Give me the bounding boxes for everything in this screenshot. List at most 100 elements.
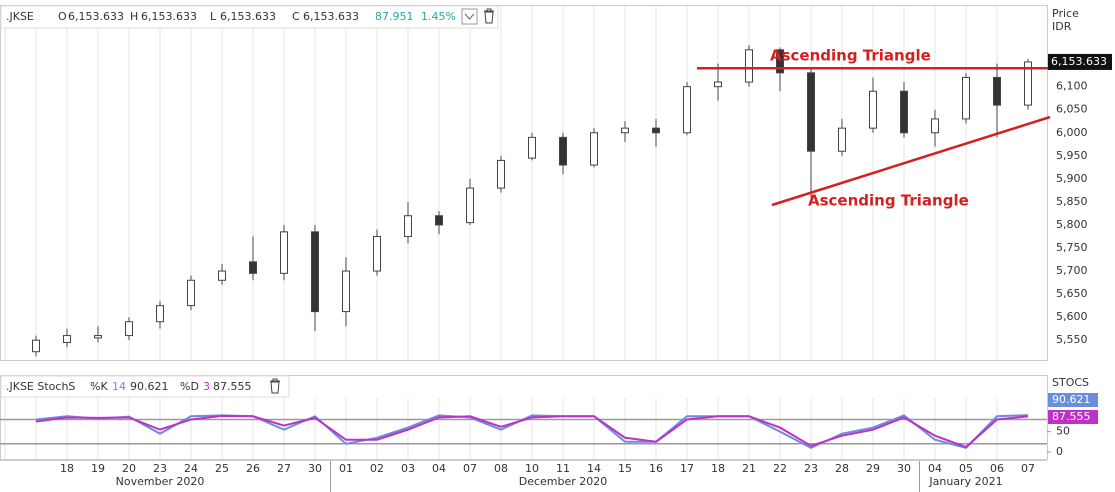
value-badge: [1048, 393, 1098, 407]
d-label: %D: [180, 380, 199, 393]
d-period: 3: [203, 380, 210, 393]
candle-body: [807, 72, 815, 152]
x-tick-label: 21: [742, 462, 756, 475]
trash-icon[interactable]: [484, 8, 494, 24]
candle-body: [838, 127, 846, 152]
x-tick-label: 05: [959, 462, 973, 475]
symbol: .JKSE: [6, 10, 34, 23]
candle-body: [1024, 61, 1032, 106]
candle-body: [900, 90, 908, 134]
x-tick-label: 25: [215, 462, 229, 475]
y-tick-label: 5,950: [1056, 149, 1088, 162]
candle-body: [63, 335, 71, 343]
x-tick-label: 30: [308, 462, 322, 475]
k-label: %K: [90, 380, 108, 393]
candle-body: [435, 215, 443, 226]
axis-label: STOCS: [1052, 376, 1089, 389]
labels: 5,550 5,600 5,650 5,700 5,750 5,800 5,850 5,900…: [60, 53, 1112, 492]
candle-body: [249, 261, 257, 274]
trash-icon[interactable]: [270, 378, 280, 394]
x-tick-label: 26: [246, 462, 260, 475]
support-line: [771, 115, 1051, 207]
price-badge: [1048, 53, 1112, 70]
month-label: January 2021: [928, 475, 1002, 488]
x-tick-label: 17: [680, 462, 694, 475]
x-tick-label: 06: [990, 462, 1004, 475]
k-period: 14: [112, 380, 126, 393]
candle-body: [776, 49, 784, 74]
annotation: Ascending Triangle: [770, 47, 931, 65]
change-pct: 1.45%: [421, 10, 456, 23]
month-label: December 2020: [519, 475, 608, 488]
candle-body: [218, 270, 226, 281]
candle-body: [528, 136, 536, 159]
candle-body: [652, 127, 660, 134]
candle-body: [962, 76, 970, 120]
x-tick-label: 04: [928, 462, 942, 475]
candle-body: [280, 231, 288, 274]
candle-body: [931, 118, 939, 134]
y-tick-label: 0: [1056, 445, 1063, 458]
x-tick-label: 18: [711, 462, 725, 475]
y-tick-label: 5,650: [1056, 287, 1088, 300]
stoch-header-box: [0, 375, 290, 398]
axis-label: IDR: [1052, 20, 1072, 33]
x-tick-label: 24: [184, 462, 198, 475]
y-tick-label: 5,800: [1056, 218, 1088, 231]
y-tick-label: 5,900: [1056, 172, 1088, 185]
y-tick-label: 5,750: [1056, 241, 1088, 254]
marks: [32, 45, 1050, 449]
close-label: C: [292, 10, 300, 23]
open-value: 6,153.633: [68, 10, 124, 23]
x-tick-label: 19: [91, 462, 105, 475]
x-tick-label: 27: [277, 462, 291, 475]
x-tick-label: 22: [773, 462, 787, 475]
x-tick-label: 18: [60, 462, 74, 475]
change: 87.951: [375, 10, 414, 23]
stoch-line: [35, 414, 1029, 449]
y-tick-label: 5,850: [1056, 195, 1088, 208]
y-tick-label: 6,050: [1056, 103, 1088, 116]
x-tick-label: 08: [494, 462, 508, 475]
candle-body: [497, 159, 505, 189]
x-tick-label: 11: [556, 462, 570, 475]
candle-body: [187, 279, 195, 307]
y-tick-label: 5,600: [1056, 310, 1088, 323]
x-tick-label: 23: [153, 462, 167, 475]
header-box: [0, 5, 499, 29]
x-tick-label: 15: [618, 462, 632, 475]
candle-body: [373, 235, 381, 272]
y-tick-label: 50: [1056, 425, 1070, 438]
close-value: 6,153.633: [303, 10, 359, 23]
candle-body: [311, 231, 319, 313]
x-tick-label: 03: [401, 462, 415, 475]
annotation: Ascending Triangle: [808, 192, 969, 210]
stoch-panel: [0, 375, 1048, 460]
x-tick-label: 16: [649, 462, 663, 475]
x-tick-label: 30: [897, 462, 911, 475]
y-tick-label: 6,000: [1056, 126, 1088, 139]
candle-body: [342, 270, 350, 313]
value-badge: [1048, 410, 1098, 424]
dropdown-icon[interactable]: [461, 8, 478, 25]
x-tick-label: 01: [339, 462, 353, 475]
k-value: 90.621: [130, 380, 169, 393]
candle-body: [683, 86, 691, 134]
candle-body: [156, 305, 164, 323]
candle-body: [125, 321, 133, 337]
value-badge-label: 87.555: [1052, 410, 1091, 423]
x-tick-label: 07: [463, 462, 477, 475]
x-tick-label: 02: [370, 462, 384, 475]
x-tick-label: 20: [122, 462, 136, 475]
axis-label: Price: [1052, 7, 1079, 20]
candle-body: [590, 132, 598, 166]
candle-body: [869, 90, 877, 129]
high-label: H: [130, 10, 138, 23]
x-tick-label: 23: [804, 462, 818, 475]
x-tick-label: 07: [1021, 462, 1035, 475]
candle-body: [993, 76, 1001, 106]
open-label: O: [58, 10, 67, 23]
dropdown-arrow: [464, 13, 475, 20]
